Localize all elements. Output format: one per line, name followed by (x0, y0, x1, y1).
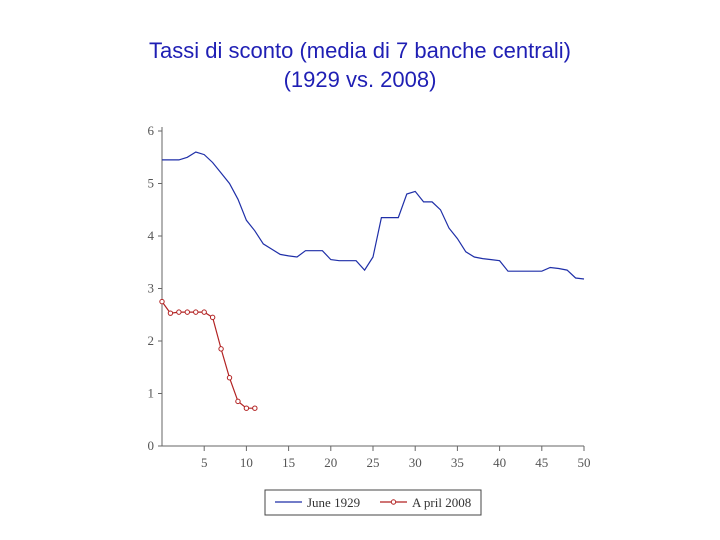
y-tick-label: 4 (148, 228, 155, 243)
series-line-1 (162, 151, 585, 280)
x-tick-label: 15 (282, 455, 295, 470)
data-point (218, 346, 224, 352)
data-point (167, 310, 174, 316)
x-tick-label: 50 (578, 455, 591, 470)
x-tick-label: 30 (409, 455, 422, 470)
y-tick-label: 5 (148, 176, 155, 191)
data-point (201, 309, 207, 315)
legend-marker (390, 499, 397, 505)
legend-label-2: A pril 2008 (412, 495, 471, 510)
title-line-2: (1929 vs. 2008) (283, 67, 437, 92)
data-point (226, 375, 233, 381)
data-point (235, 398, 241, 405)
chart-title: Tassi di sconto (media di 7 banche centr… (0, 36, 720, 94)
x-tick-label: 10 (240, 455, 253, 470)
y-tick-label: 1 (148, 386, 155, 401)
data-point (209, 314, 216, 321)
x-tick-label: 40 (493, 455, 506, 470)
data-point (243, 405, 250, 411)
chart-series (159, 151, 585, 411)
y-tick-label: 2 (148, 333, 155, 348)
x-tick-label: 5 (201, 455, 208, 470)
legend-label-1: June 1929 (307, 495, 360, 510)
x-tick-label: 45 (535, 455, 548, 470)
y-tick-label: 0 (148, 438, 155, 453)
x-tick-label: 35 (451, 455, 464, 470)
data-point (176, 309, 182, 315)
title-line-1: Tassi di sconto (media di 7 banche centr… (149, 38, 571, 63)
data-point (159, 298, 165, 305)
data-point (193, 309, 199, 315)
x-tick-label: 25 (367, 455, 380, 470)
data-point (184, 309, 191, 315)
chart-legend: June 1929 A pril 2008 (264, 489, 482, 516)
series-line-2 (161, 301, 255, 409)
y-tick-label: 6 (148, 123, 155, 138)
data-point (252, 405, 258, 411)
y-tick-label: 3 (148, 281, 155, 296)
x-tick-label: 20 (324, 455, 337, 470)
